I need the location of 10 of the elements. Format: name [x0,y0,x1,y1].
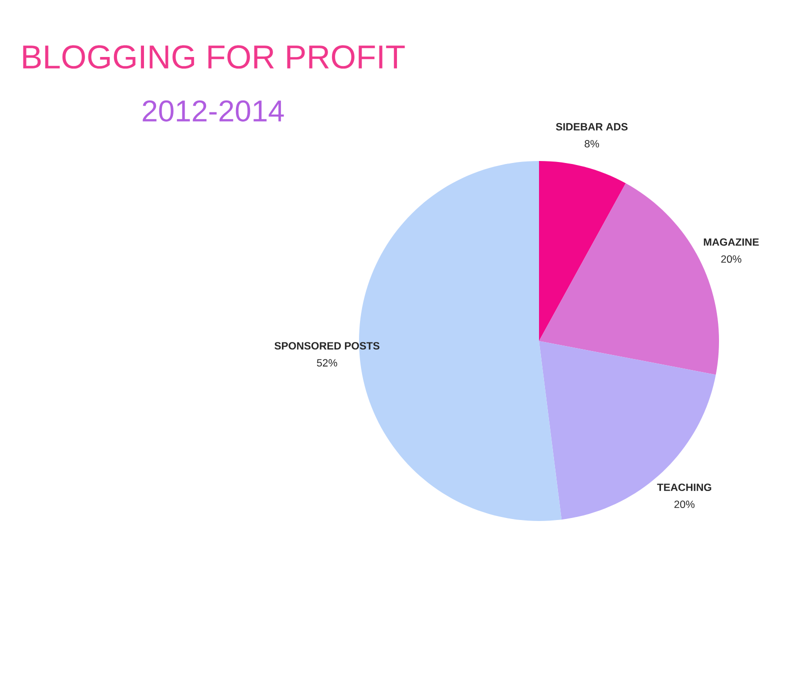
data-label: 52% [316,359,338,367]
slice-label: TEACHING [657,484,712,492]
data-label: 20% [674,500,695,508]
data-label: 20% [721,255,742,263]
slice-label: SIDEBAR ADS [556,123,628,130]
slice-label: SPONSORED POSTS [274,342,380,350]
chart-subtitle: 2012-2014 [142,100,284,122]
slice-label: MAGAZINE [704,238,759,246]
chart-title: BLOGGING FOR PROFIT [23,45,405,69]
data-label: 8% [584,140,600,148]
